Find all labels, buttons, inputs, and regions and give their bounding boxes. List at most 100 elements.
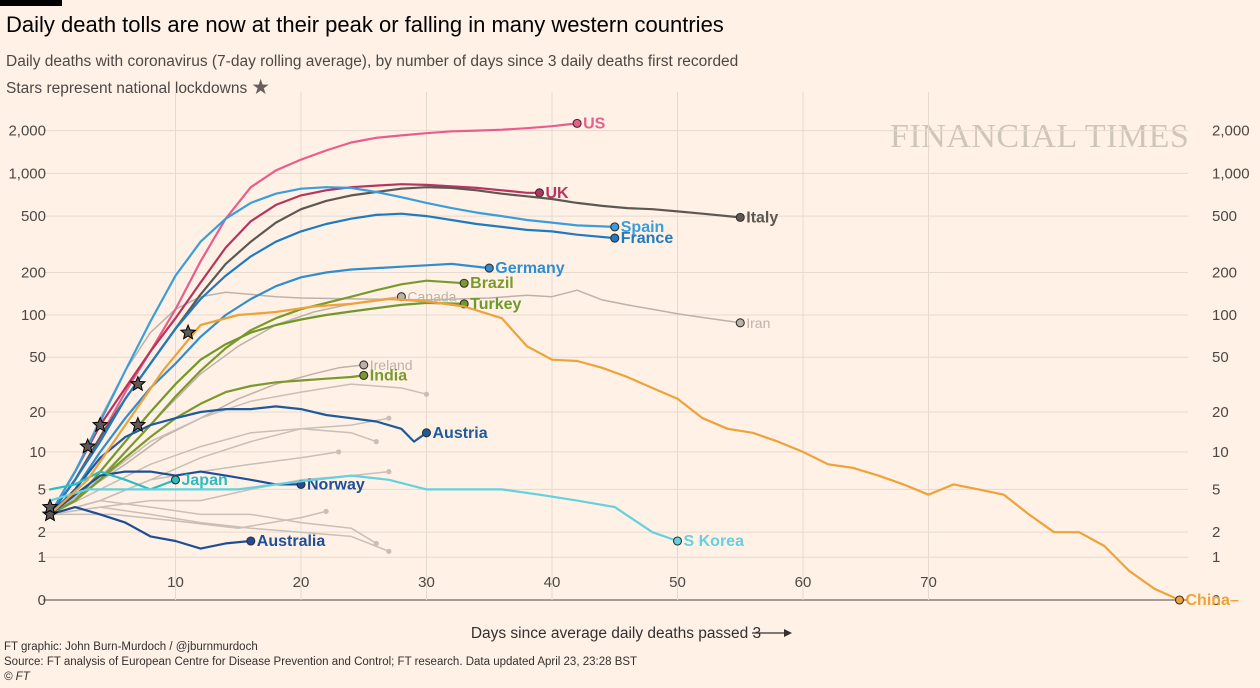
y-tick-label-left: 100 <box>21 307 46 324</box>
series-line-unlabelled <box>49 428 378 516</box>
y-tick-label-right: 50 <box>1212 349 1229 366</box>
y-tick-label-left: 2,000 <box>8 123 46 140</box>
series-end-point-unlabelled <box>386 415 392 421</box>
chart-title: Daily death tolls are now at their peak … <box>6 12 724 37</box>
series-line-turkey <box>48 301 466 516</box>
y-tick-label-left: 0 <box>38 592 46 609</box>
y-tick-label-right: 5 <box>1212 481 1220 498</box>
series-line-unlabelled <box>49 383 428 516</box>
series-end-point-iran <box>735 318 745 328</box>
series-end-point-us <box>572 118 582 128</box>
series-end-point-japan <box>170 475 181 485</box>
lockdown-star-icon <box>129 416 147 433</box>
lockdown-star-icon <box>79 437 97 454</box>
series-line-austria <box>48 405 428 516</box>
y-tick-label-left: 2 <box>38 524 46 541</box>
y-tick-label-left: 10 <box>29 444 46 461</box>
y-tick-label-left: 5 <box>38 481 46 498</box>
lockdown-star-icon <box>41 498 59 515</box>
lockdown-star-icon <box>91 416 109 433</box>
x-tick-label: 40 <box>544 574 561 591</box>
y-tick-label-right: 20 <box>1212 404 1229 421</box>
y-tick-label-right: 100 <box>1212 307 1237 324</box>
y-tick-label-right: 2 <box>1212 524 1220 541</box>
series-label-norway: Norway <box>307 476 365 493</box>
lockdown-star-icon <box>41 505 59 522</box>
series-line-unlabelled <box>49 499 378 545</box>
y-tick-label-left: 200 <box>21 265 46 282</box>
series-label-ireland: Ireland <box>370 357 413 373</box>
chart-subtitle-note: Stars represent national lockdowns ★ <box>6 75 270 100</box>
series-end-point-france <box>610 233 620 243</box>
x-axis-label: Days since average daily deaths passed 3 <box>471 625 761 642</box>
series-end-point-unlabelled <box>323 508 329 514</box>
series-end-point-unlabelled <box>386 469 392 475</box>
y-tick-label-right: 0 <box>1212 592 1220 609</box>
series-label-italy: Italy <box>746 209 778 226</box>
series-line-spain <box>48 186 616 516</box>
x-tick-label: 50 <box>669 574 686 591</box>
lockdown-star-icon <box>179 323 197 340</box>
series-line-ireland <box>49 364 365 516</box>
y-tick-label-right: 1 <box>1212 549 1220 566</box>
y-tick-label-left: 500 <box>21 208 46 225</box>
series-end-point-spain <box>610 222 620 232</box>
series-end-point-ireland <box>359 360 369 370</box>
y-tick-label-left: 50 <box>29 349 46 366</box>
x-tick-label: 60 <box>795 574 812 591</box>
series-end-point-unlabelled <box>336 449 342 455</box>
series-line-unlabelled <box>49 506 390 553</box>
series-line-us <box>48 122 579 516</box>
series-label-france: France <box>621 230 674 247</box>
series-label-spain: Spain <box>621 219 665 236</box>
series-label-australia: Australia <box>257 533 326 550</box>
series-line-s-korea <box>48 474 679 543</box>
y-tick-label-right: 500 <box>1212 208 1237 225</box>
series-label-brazil: Brazil <box>470 275 514 292</box>
series-label-austria: Austria <box>433 425 488 442</box>
series-line-japan <box>48 470 177 491</box>
series-label-us: US <box>583 115 606 132</box>
series-end-point-unlabelled <box>373 439 379 445</box>
y-tick-label-right: 10 <box>1212 444 1229 461</box>
series-end-point-brazil <box>459 278 469 288</box>
series-line-australia <box>48 506 252 550</box>
series-label-germany: Germany <box>495 260 564 277</box>
star-icon: ★ <box>251 76 271 99</box>
series-label-s-korea: S Korea <box>684 533 745 550</box>
series-label-uk: UK <box>545 185 569 202</box>
series-line-iran <box>49 289 742 516</box>
series-end-point-china <box>1174 595 1185 605</box>
brand-bar <box>0 0 62 6</box>
series-line-india <box>48 374 365 516</box>
series-end-point-unlabelled <box>373 540 379 547</box>
series-label-turkey: Turkey <box>470 296 521 313</box>
series-line-brazil <box>48 279 466 516</box>
y-tick-label-left: 20 <box>29 404 46 421</box>
watermark: FINANCIAL TIMES <box>890 118 1190 155</box>
series-end-point-india <box>359 370 369 380</box>
series-label-china: China– <box>1186 592 1239 609</box>
y-tick-label-right: 2,000 <box>1212 123 1250 140</box>
series-label-india: India <box>370 367 407 384</box>
y-tick-label-left: 1 <box>38 549 46 566</box>
subtitle-note-text: Stars represent national lockdowns <box>6 80 248 97</box>
series-end-point-unlabelled <box>386 548 392 554</box>
x-tick-label: 10 <box>167 574 184 591</box>
footer-credit: FT graphic: John Burn-Murdoch / @jburnmu… <box>4 641 258 653</box>
series-end-point-s-korea <box>672 536 683 546</box>
x-tick-label: 70 <box>920 574 937 591</box>
series-end-point-italy <box>735 212 745 222</box>
series-line-france <box>48 212 616 516</box>
series-end-point-germany <box>484 263 494 273</box>
footer-source: Source: FT analysis of European Centre f… <box>4 656 638 668</box>
series-label-japan: Japan <box>182 472 228 489</box>
x-tick-label: 30 <box>418 574 435 591</box>
x-tick-label: 20 <box>293 574 310 591</box>
lockdown-star-icon <box>129 375 147 392</box>
series-line-uk <box>48 183 541 516</box>
series-end-point-uk <box>534 188 545 198</box>
y-tick-label-right: 200 <box>1212 265 1237 282</box>
series-line-china <box>48 297 1181 602</box>
series-line-germany <box>48 262 491 516</box>
